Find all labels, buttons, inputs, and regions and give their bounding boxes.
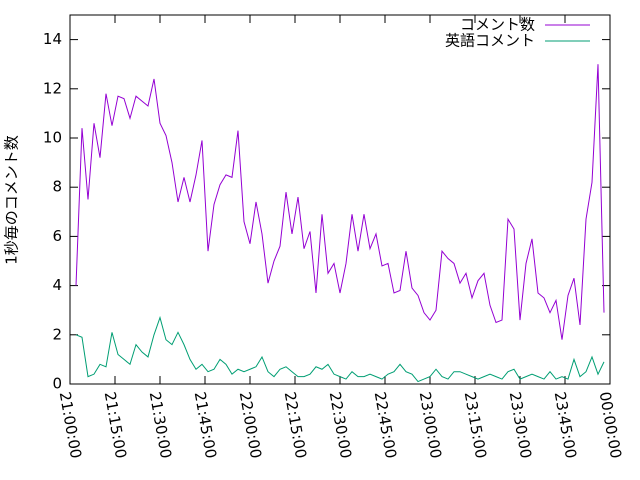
x-tick-label: 00:00:00 [596,390,625,459]
x-tick-label: 23:00:00 [416,390,445,459]
data-line [75,315,605,383]
x-tick-label: 22:15:00 [281,390,310,459]
y-tick-label: 2 [52,325,62,343]
legend-label: 英語コメント [445,32,535,50]
y-tick-label: 14 [43,30,62,48]
y-tick-label: 10 [43,129,62,147]
x-tick-label: 22:00:00 [236,390,265,459]
x-tick-label: 23:30:00 [506,390,535,459]
y-tick-label: 0 [52,375,62,393]
x-tick-label: 21:00:00 [56,390,85,459]
legend-label: コメント数 [460,16,535,34]
data-line [75,64,605,340]
x-tick-label: 21:45:00 [191,390,220,459]
x-tick-label: 22:30:00 [326,390,355,459]
y-tick-label: 8 [52,178,62,196]
x-tick-label: 21:30:00 [146,390,175,459]
y-tick-label: 12 [43,79,62,97]
x-tick-label: 23:15:00 [461,390,490,459]
y-tick-label: 4 [52,276,62,294]
y-tick-label: 6 [52,227,62,245]
x-tick-label: 23:45:00 [551,390,580,459]
plot-frame [69,14,611,385]
x-tick-label: 22:45:00 [371,390,400,459]
y-axis-label: 1秒毎のコメント数 [3,135,21,265]
x-tick-label: 21:15:00 [101,390,130,459]
